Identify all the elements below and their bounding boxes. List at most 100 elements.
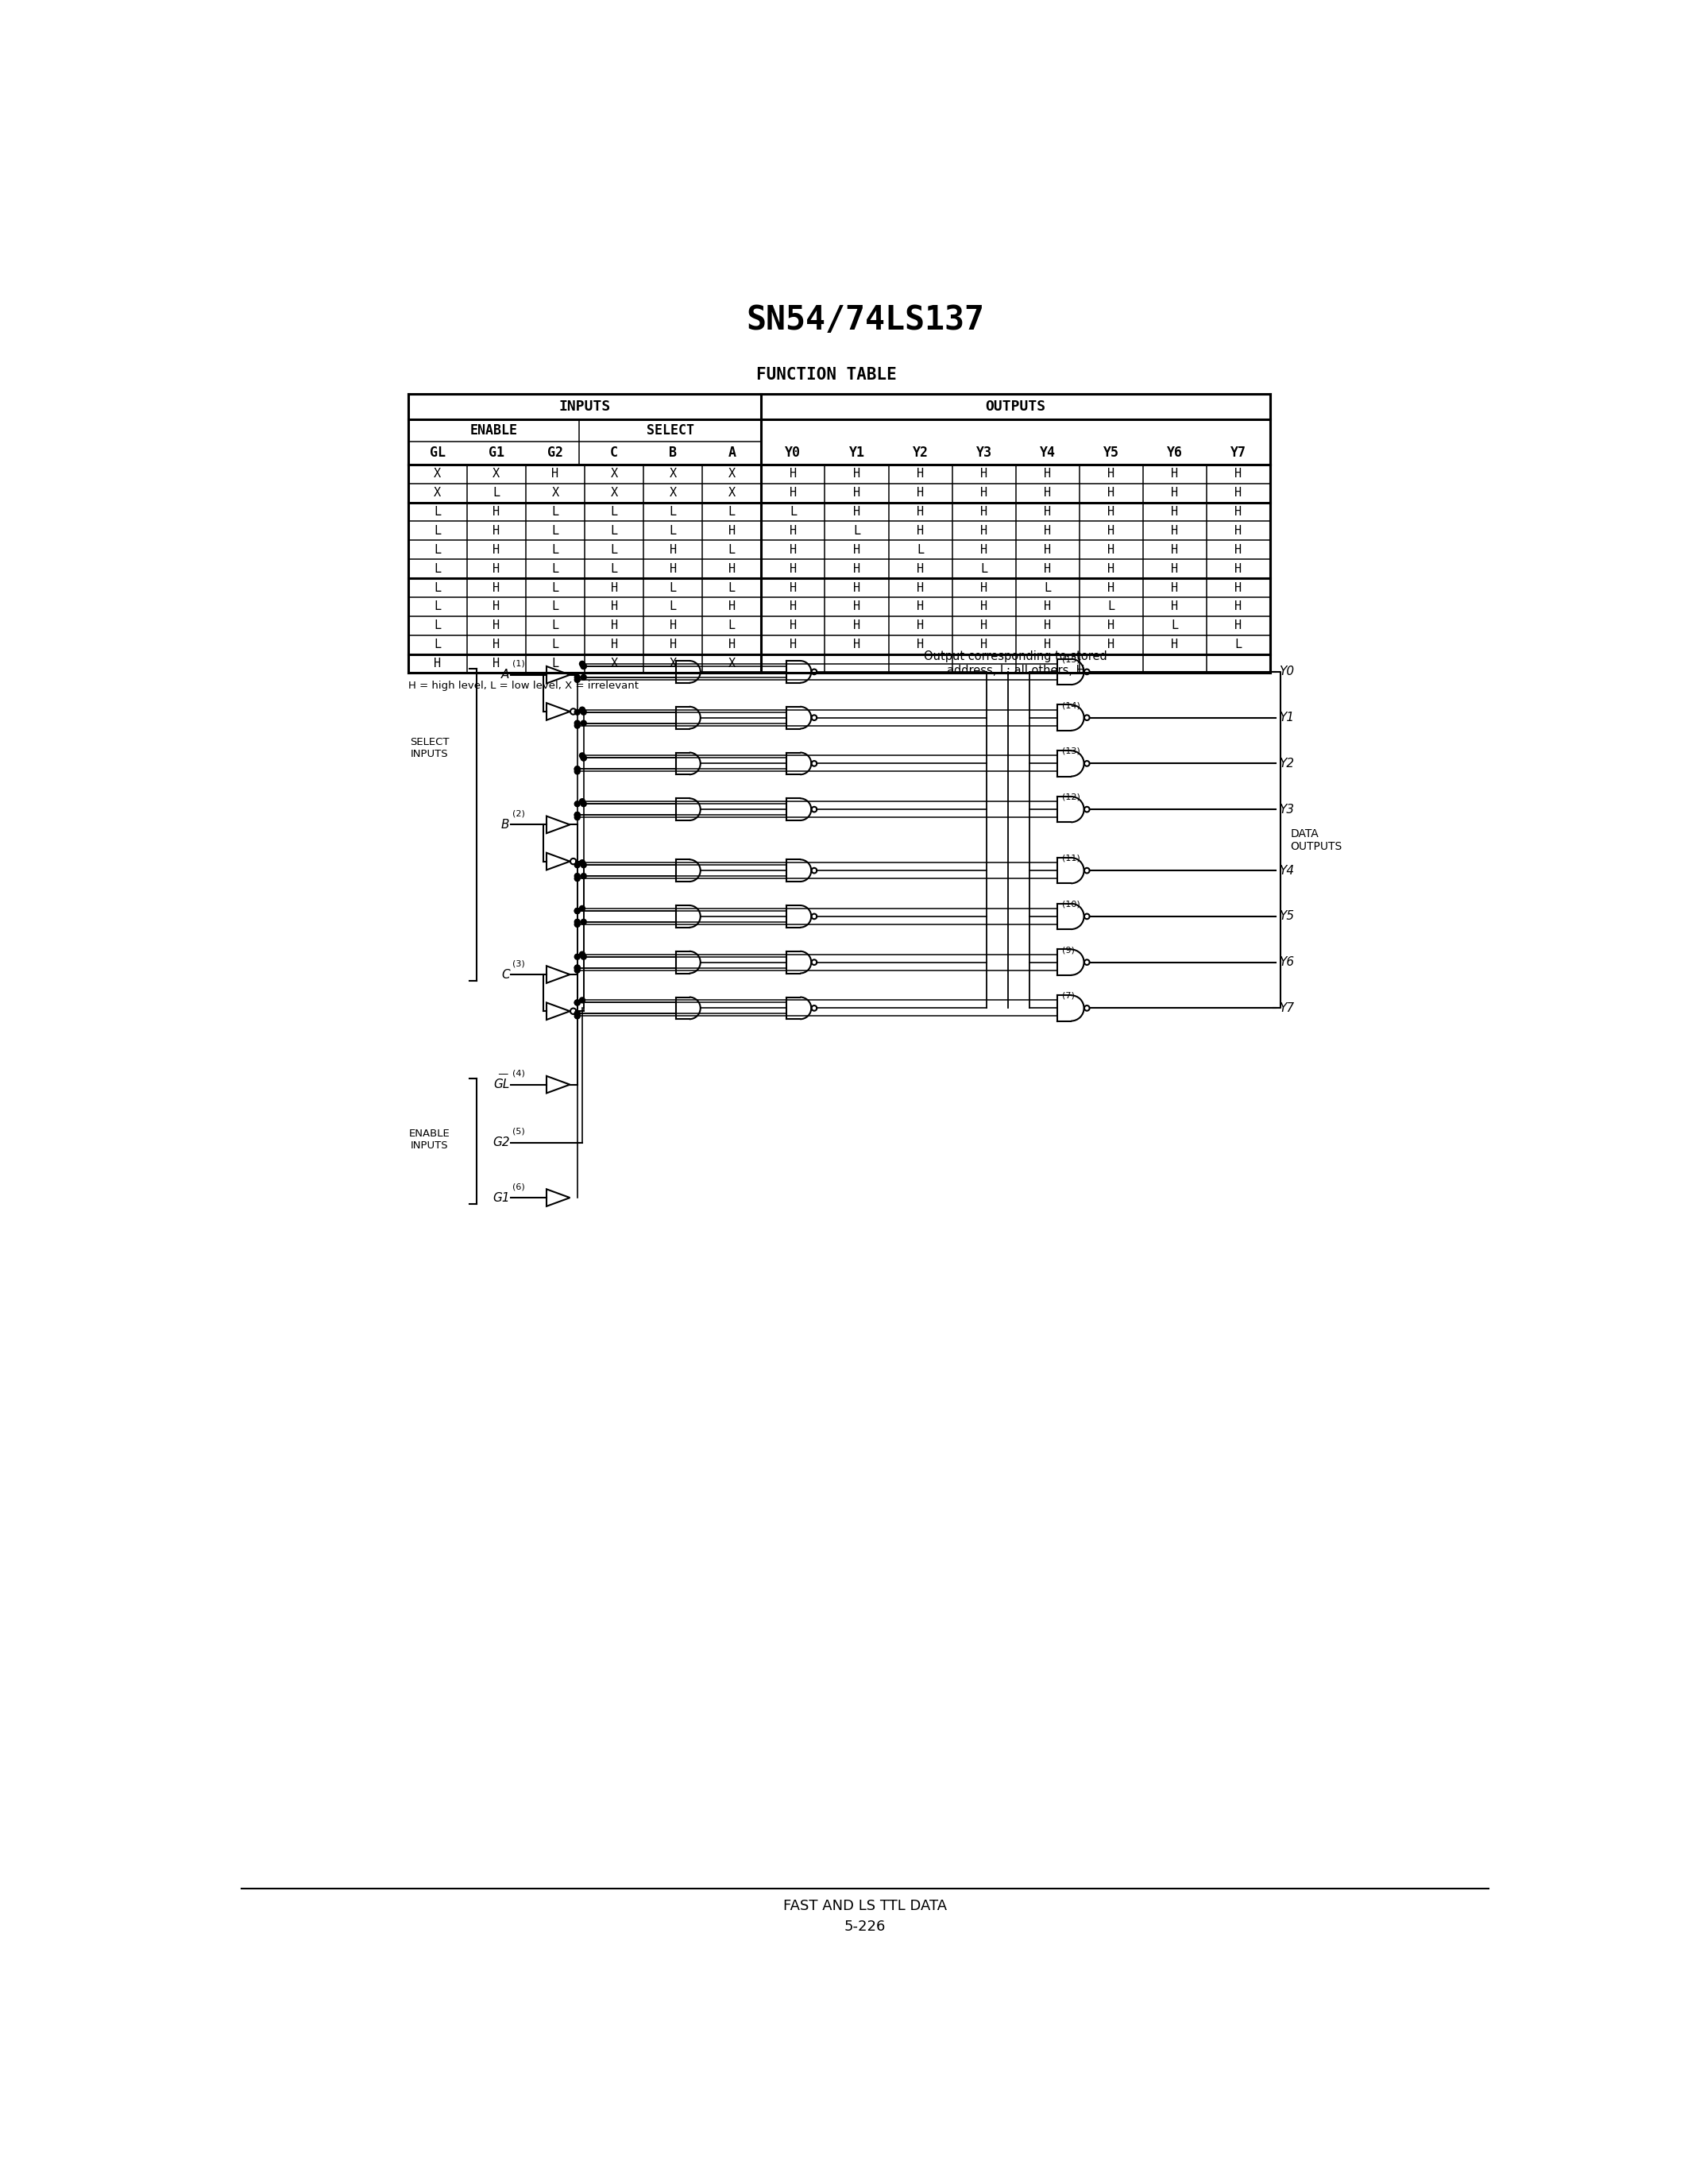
Text: L: L — [852, 524, 861, 537]
Text: H: H — [1107, 563, 1114, 574]
Text: H: H — [1171, 638, 1178, 651]
Text: (4): (4) — [513, 1070, 525, 1077]
Text: Y0: Y0 — [1280, 666, 1295, 677]
Text: H: H — [981, 638, 987, 651]
Circle shape — [581, 710, 586, 714]
Text: (15): (15) — [1062, 655, 1080, 664]
Circle shape — [579, 906, 586, 911]
Circle shape — [574, 710, 581, 714]
Text: B: B — [668, 446, 677, 461]
Text: H: H — [670, 620, 677, 631]
Text: H: H — [1234, 524, 1242, 537]
Text: L: L — [670, 524, 677, 537]
Text: Y0: Y0 — [785, 446, 802, 461]
Circle shape — [579, 662, 586, 666]
Text: L: L — [434, 544, 441, 555]
Text: GL: GL — [493, 1079, 510, 1090]
Text: H: H — [1043, 563, 1052, 574]
Text: H: H — [917, 507, 923, 518]
Text: Y2: Y2 — [1280, 758, 1295, 769]
Text: H: H — [1234, 563, 1242, 574]
Text: H: H — [434, 657, 441, 670]
Text: H: H — [1107, 507, 1114, 518]
Text: H: H — [917, 620, 923, 631]
Text: H: H — [493, 581, 500, 594]
Text: L: L — [670, 581, 677, 594]
Text: H: H — [790, 563, 797, 574]
Text: L: L — [552, 524, 559, 537]
Circle shape — [574, 769, 581, 773]
Text: SELECT: SELECT — [647, 424, 694, 437]
Circle shape — [574, 767, 581, 771]
Text: X: X — [670, 487, 677, 498]
Text: H: H — [493, 638, 500, 651]
Text: H: H — [917, 467, 923, 480]
Text: H: H — [1234, 507, 1242, 518]
Circle shape — [581, 874, 586, 878]
Text: H: H — [790, 638, 797, 651]
Text: L: L — [434, 601, 441, 614]
Text: Y4: Y4 — [1280, 865, 1295, 876]
Circle shape — [581, 675, 586, 679]
Circle shape — [574, 1000, 581, 1005]
Circle shape — [574, 815, 581, 819]
Text: H: H — [493, 620, 500, 631]
Circle shape — [579, 998, 586, 1002]
Text: L: L — [434, 563, 441, 574]
Circle shape — [581, 721, 586, 725]
Circle shape — [574, 812, 581, 817]
Text: L: L — [434, 620, 441, 631]
Circle shape — [581, 664, 586, 668]
Text: __: __ — [498, 1064, 508, 1075]
Text: H: H — [981, 487, 987, 498]
Circle shape — [581, 802, 586, 806]
Circle shape — [581, 863, 586, 867]
Text: Y7: Y7 — [1280, 1002, 1295, 1013]
Text: L: L — [552, 657, 559, 670]
Circle shape — [574, 965, 581, 970]
Circle shape — [579, 753, 586, 758]
Text: X: X — [493, 467, 500, 480]
Text: H: H — [611, 620, 618, 631]
Text: X: X — [670, 657, 677, 670]
Text: OUTPUTS: OUTPUTS — [986, 400, 1047, 413]
Text: X: X — [670, 467, 677, 480]
Text: L: L — [1043, 581, 1052, 594]
Text: L: L — [728, 507, 736, 518]
Text: B: B — [501, 819, 510, 830]
Text: X: X — [611, 487, 618, 498]
Circle shape — [574, 1011, 581, 1016]
Circle shape — [579, 952, 586, 957]
Circle shape — [574, 909, 581, 913]
Text: Y7: Y7 — [1231, 446, 1246, 461]
Text: H: H — [1234, 581, 1242, 594]
Text: H: H — [728, 524, 736, 537]
Text: (2): (2) — [513, 810, 525, 817]
Circle shape — [574, 677, 581, 681]
Circle shape — [574, 812, 581, 817]
Text: H: H — [1234, 467, 1242, 480]
Text: L: L — [552, 507, 559, 518]
Text: G2: G2 — [547, 446, 564, 461]
Circle shape — [574, 968, 581, 974]
Text: X: X — [728, 467, 736, 480]
Text: H: H — [1234, 544, 1242, 555]
Text: H: H — [981, 620, 987, 631]
Text: H: H — [852, 581, 861, 594]
Text: H: H — [1234, 601, 1242, 614]
Circle shape — [574, 723, 581, 727]
Circle shape — [574, 922, 581, 926]
Text: H: H — [1171, 467, 1178, 480]
Text: L: L — [670, 507, 677, 518]
Text: L: L — [552, 544, 559, 555]
Text: Y6: Y6 — [1280, 957, 1295, 968]
Text: (12): (12) — [1062, 793, 1080, 802]
Text: H: H — [981, 581, 987, 594]
Text: H: H — [917, 524, 923, 537]
Circle shape — [581, 756, 586, 760]
Text: H: H — [790, 544, 797, 555]
Text: H: H — [790, 601, 797, 614]
Text: L: L — [552, 581, 559, 594]
Text: H: H — [1043, 507, 1052, 518]
Text: (13): (13) — [1062, 747, 1080, 756]
